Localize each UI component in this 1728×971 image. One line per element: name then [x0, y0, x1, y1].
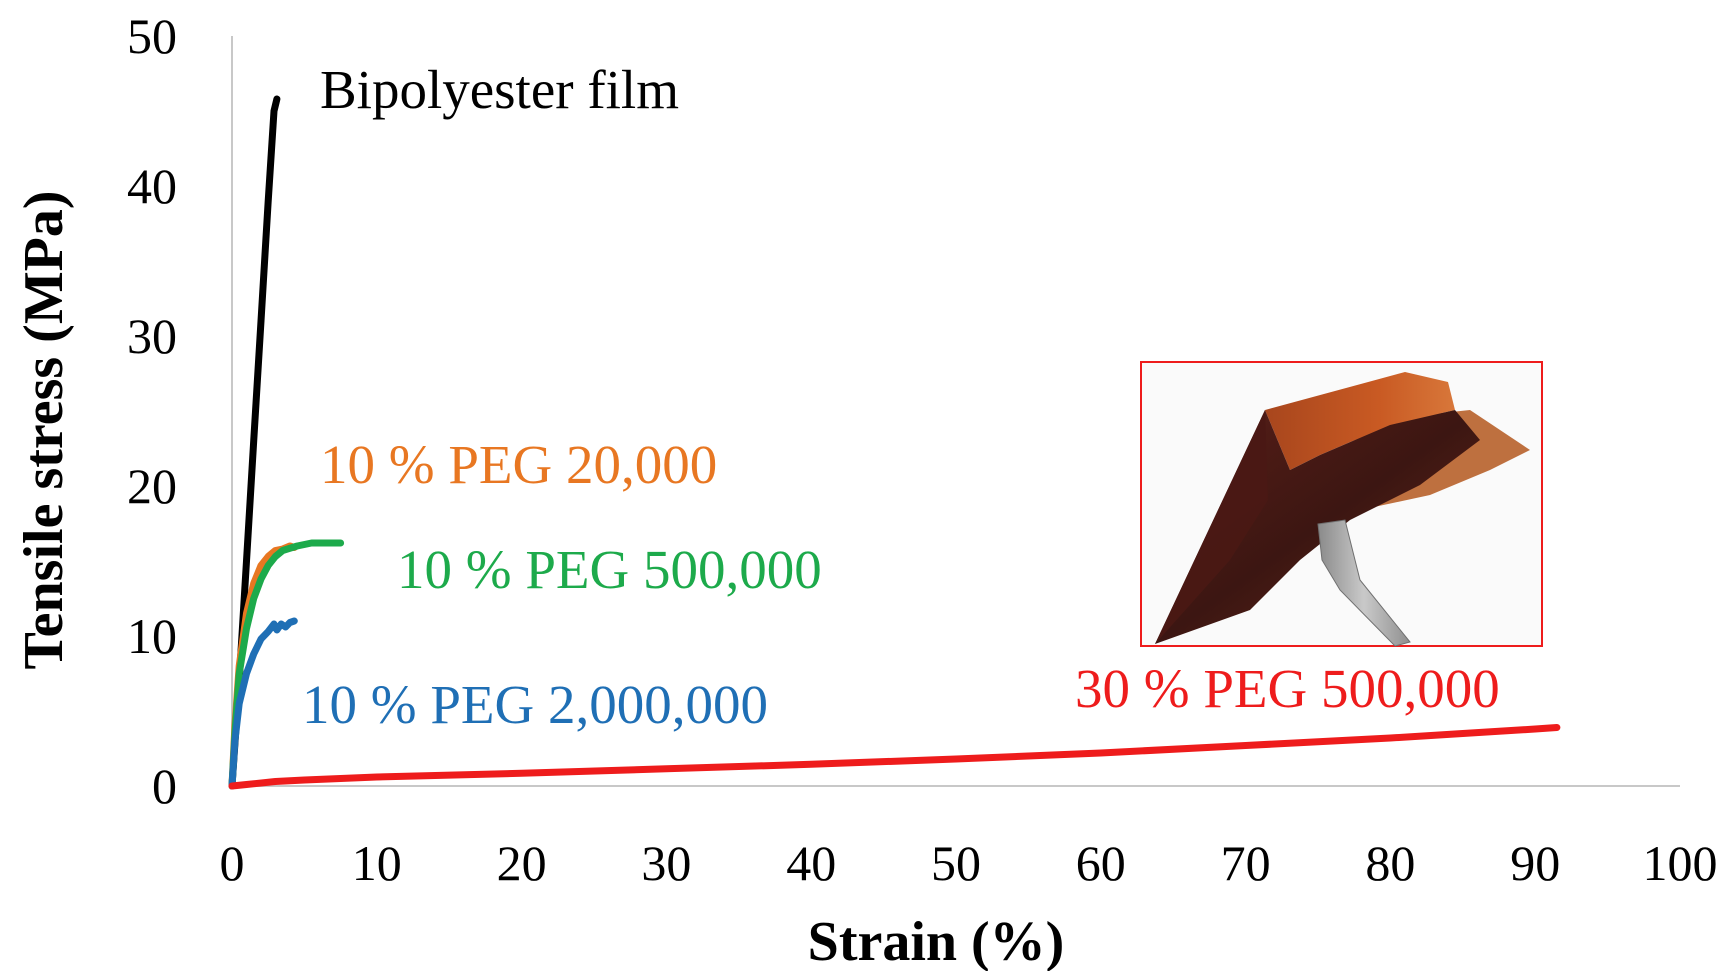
- y-tick-label-40: 40: [127, 158, 177, 214]
- label-30-peg-500000: 30 % PEG 500,000: [1075, 658, 1500, 719]
- inset-photo: [1140, 361, 1543, 647]
- y-tick-label-0: 0: [152, 758, 177, 814]
- axes: [231, 36, 1680, 787]
- x-tick-label-0: 0: [220, 835, 245, 891]
- x-tick-label-60: 60: [1076, 835, 1126, 891]
- x-tick-label-10: 10: [352, 835, 402, 891]
- label-bipolyester-film: Bipolyester film: [320, 59, 679, 120]
- label-peg-2000000: 10 % PEG 2,000,000: [302, 674, 768, 735]
- x-tick-label-30: 30: [641, 835, 691, 891]
- film-dark: [1155, 410, 1480, 644]
- x-tick-label-20: 20: [497, 835, 547, 891]
- x-tick-label-50: 50: [931, 835, 981, 891]
- label-peg-20000: 10 % PEG 20,000: [320, 434, 717, 495]
- x-tick-label-90: 90: [1510, 835, 1560, 891]
- x-tick-label-100: 100: [1643, 835, 1718, 891]
- tweezers: [1317, 519, 1411, 647]
- y-axis-title: Tensile stress (MPa): [13, 190, 75, 669]
- y-tick-label-30: 30: [127, 308, 177, 364]
- x-tick-label-40: 40: [786, 835, 836, 891]
- y-tick-label-50: 50: [127, 8, 177, 64]
- y-tick-label-20: 20: [127, 458, 177, 514]
- y-tick-label-10: 10: [127, 608, 177, 664]
- series-line-2: [228, 539, 345, 790]
- x-tick-labels: 0 10 20 30 40 50 60 70 80 90 100: [220, 835, 1718, 891]
- x-tick-label-70: 70: [1221, 835, 1271, 891]
- x-tick-label-80: 80: [1365, 835, 1415, 891]
- film-top: [1265, 372, 1455, 470]
- film-fold: [1155, 410, 1268, 644]
- series-line-3: [228, 617, 298, 790]
- x-axis-title: Strain (%): [808, 911, 1065, 971]
- label-peg-500000: 10 % PEG 500,000: [397, 539, 822, 600]
- series-lines: [228, 95, 1561, 790]
- series-line-4: [228, 724, 1561, 790]
- y-tick-labels: 0 10 20 30 40 50: [127, 8, 177, 814]
